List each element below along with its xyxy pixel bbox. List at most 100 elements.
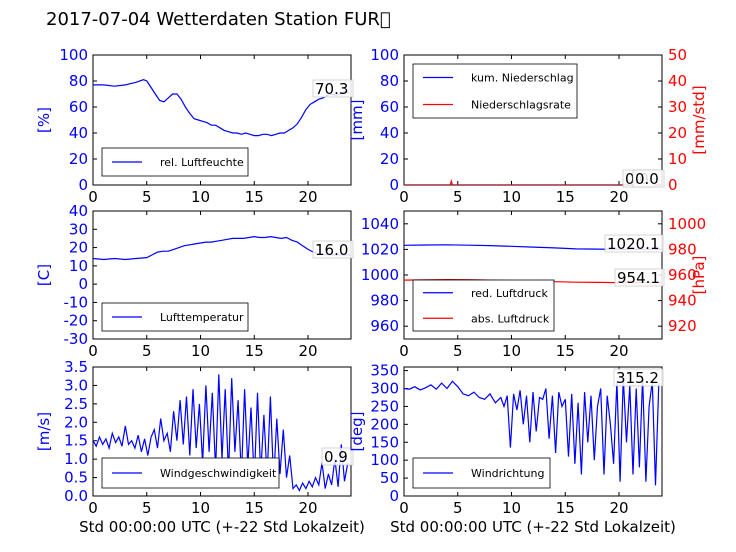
x-tick-label: 5 xyxy=(453,188,463,206)
legend: kum. Niederschlag Niederschlagsrate xyxy=(412,63,578,119)
y-tick-label: 2.0 xyxy=(64,413,88,431)
y-right-tick-label: 1000 xyxy=(668,215,706,233)
x-axis-label-left: Std 00:00:00 UTC (+-22 Std Lokalzeit) xyxy=(79,518,365,536)
y-tick-label: 40 xyxy=(380,124,399,142)
series-line-1 xyxy=(404,377,660,486)
y-right-axis-label: [mm/std] xyxy=(690,85,708,154)
y-tick-label: 30 xyxy=(69,220,88,238)
x-tick-label: 10 xyxy=(191,499,210,517)
last-value-annotation: 1020.1 xyxy=(607,235,660,253)
annotation-box xyxy=(312,240,354,259)
y-right-tick-label: 50 xyxy=(668,46,687,64)
y-tick-label: 0 xyxy=(389,487,399,505)
y-tick-label: 100 xyxy=(59,46,88,64)
y-tick-label: 50 xyxy=(380,469,399,487)
y-tick-label: 60 xyxy=(380,98,399,116)
y-tick-label: 20 xyxy=(380,150,399,168)
x-tick-label: 10 xyxy=(502,499,521,517)
y-tick-label: 0 xyxy=(78,275,88,293)
x-tick-label: 15 xyxy=(556,342,575,360)
x-tick-label: 5 xyxy=(142,342,152,360)
x-tick-label: 10 xyxy=(191,188,210,206)
x-tick-label: 15 xyxy=(245,188,264,206)
x-tick-label: 20 xyxy=(298,499,317,517)
y-tick-label: 80 xyxy=(380,72,399,90)
annotation-box xyxy=(632,169,665,188)
y-right-tick-label: 940 xyxy=(668,292,697,310)
x-tick-label: 20 xyxy=(609,342,628,360)
y-tick-label: 40 xyxy=(69,202,88,220)
x-tick-label: 0 xyxy=(88,342,98,360)
legend-entry: red. Luftdruck xyxy=(471,287,548,300)
legend-entry: Windgeschwindigkeit xyxy=(160,467,277,480)
y-tick-label: 0.5 xyxy=(64,469,88,487)
y-tick-label: -20 xyxy=(64,312,89,330)
last-value-annotation: 16.0 xyxy=(315,241,348,259)
chart-panel-1: 0 5 10 15 20 0 20 40 60 80 100 [%] rel. Luftfeuchte 7… xyxy=(35,46,354,206)
y-tick-label: 2.5 xyxy=(64,395,88,413)
y-right-tick-label: 920 xyxy=(668,317,697,335)
y-right-tick-label: 0 xyxy=(668,176,678,194)
y-tick-label: 350 xyxy=(370,362,399,380)
x-tick-label: 20 xyxy=(298,342,317,360)
y-tick-label: 200 xyxy=(370,415,399,433)
y-right-tick-label: 980 xyxy=(668,240,697,258)
legend: Windgeschwindigkeit xyxy=(101,457,280,489)
x-tick-label: 5 xyxy=(142,499,152,517)
y-tick-label: 40 xyxy=(69,124,88,142)
legend-entry: rel. Luftfeuchte xyxy=(160,156,244,169)
y-tick-label: 20 xyxy=(69,150,88,168)
y-tick-label: -10 xyxy=(64,293,89,311)
chart-panel-4: 0 5 10 15 20 960 980 1000 1020 1040 920 940 960 980 10… xyxy=(361,210,708,360)
x-tick-label: 0 xyxy=(399,342,409,360)
y-tick-label: 1000 xyxy=(361,266,399,284)
figure-title: 2017-07-04 Wetterdaten Station FUR  xyxy=(46,9,391,30)
x-tick-label: 5 xyxy=(453,499,463,517)
y-tick-label: 150 xyxy=(370,433,399,451)
y-tick-label: 1020 xyxy=(361,240,399,258)
chart-panel-5: 0 5 10 15 20 0.00.51.01.52.02.53.03.5 [m/s] Win… xyxy=(35,358,354,517)
y-tick-label: 10 xyxy=(69,257,88,275)
y-right-axis-label: [hPa] xyxy=(690,256,708,295)
last-value-annotation: 954.1 xyxy=(617,269,660,287)
legend-entry: Windrichtung xyxy=(471,467,544,480)
legend: rel. Luftfeuchte xyxy=(101,147,249,177)
y-tick-label: 1.0 xyxy=(64,450,88,468)
legend: Lufttemperatur xyxy=(101,302,249,332)
y-tick-label: 60 xyxy=(69,98,88,116)
y-tick-label: 100 xyxy=(370,451,399,469)
chart-panel-2: 0 5 10 15 20 0 20 40 60 80 100 0 10 20 30 40 50 [mm] [mm/s… xyxy=(348,46,708,206)
x-tick-label: 0 xyxy=(399,188,409,206)
x-tick-label: 0 xyxy=(399,499,409,517)
legend-entry: Niederschlagsrate xyxy=(471,99,571,112)
y-tick-label: 0 xyxy=(78,176,88,194)
y-tick-label: 0 xyxy=(389,176,399,194)
y-tick-label: 1.5 xyxy=(64,432,88,450)
x-tick-label: 15 xyxy=(245,499,264,517)
legend: red. Luftdruck abs. Luftdruck xyxy=(412,279,555,332)
y-tick-label: 300 xyxy=(370,380,399,398)
series-line-1 xyxy=(93,235,351,261)
y-axis-label: [mm] xyxy=(348,100,366,141)
y-tick-label: 250 xyxy=(370,397,399,415)
y-tick-label: 960 xyxy=(370,317,399,335)
y-axis-label: [C] xyxy=(35,264,53,286)
legend-entry: Lufttemperatur xyxy=(160,311,244,324)
chart-panel-6: 0 5 10 15 20050100150200250300350[deg]Windri… xyxy=(348,362,664,517)
legend-entry: abs. Luftdruck xyxy=(471,312,550,325)
y-right-tick-label: 30 xyxy=(668,98,687,116)
last-value-annotation: 0.0 xyxy=(635,170,659,188)
y-right-tick-label: 20 xyxy=(668,124,687,142)
y-tick-label: 80 xyxy=(69,72,88,90)
x-tick-label: 20 xyxy=(298,188,317,206)
last-value-annotation: 315.2 xyxy=(616,369,659,387)
x-tick-label: 5 xyxy=(453,342,463,360)
y-tick-label: 3.0 xyxy=(64,376,88,394)
y-tick-label: 980 xyxy=(370,292,399,310)
x-tick-label: 10 xyxy=(502,188,521,206)
legend-box xyxy=(412,279,555,332)
legend-box xyxy=(412,63,578,119)
x-tick-label: 5 xyxy=(142,188,152,206)
